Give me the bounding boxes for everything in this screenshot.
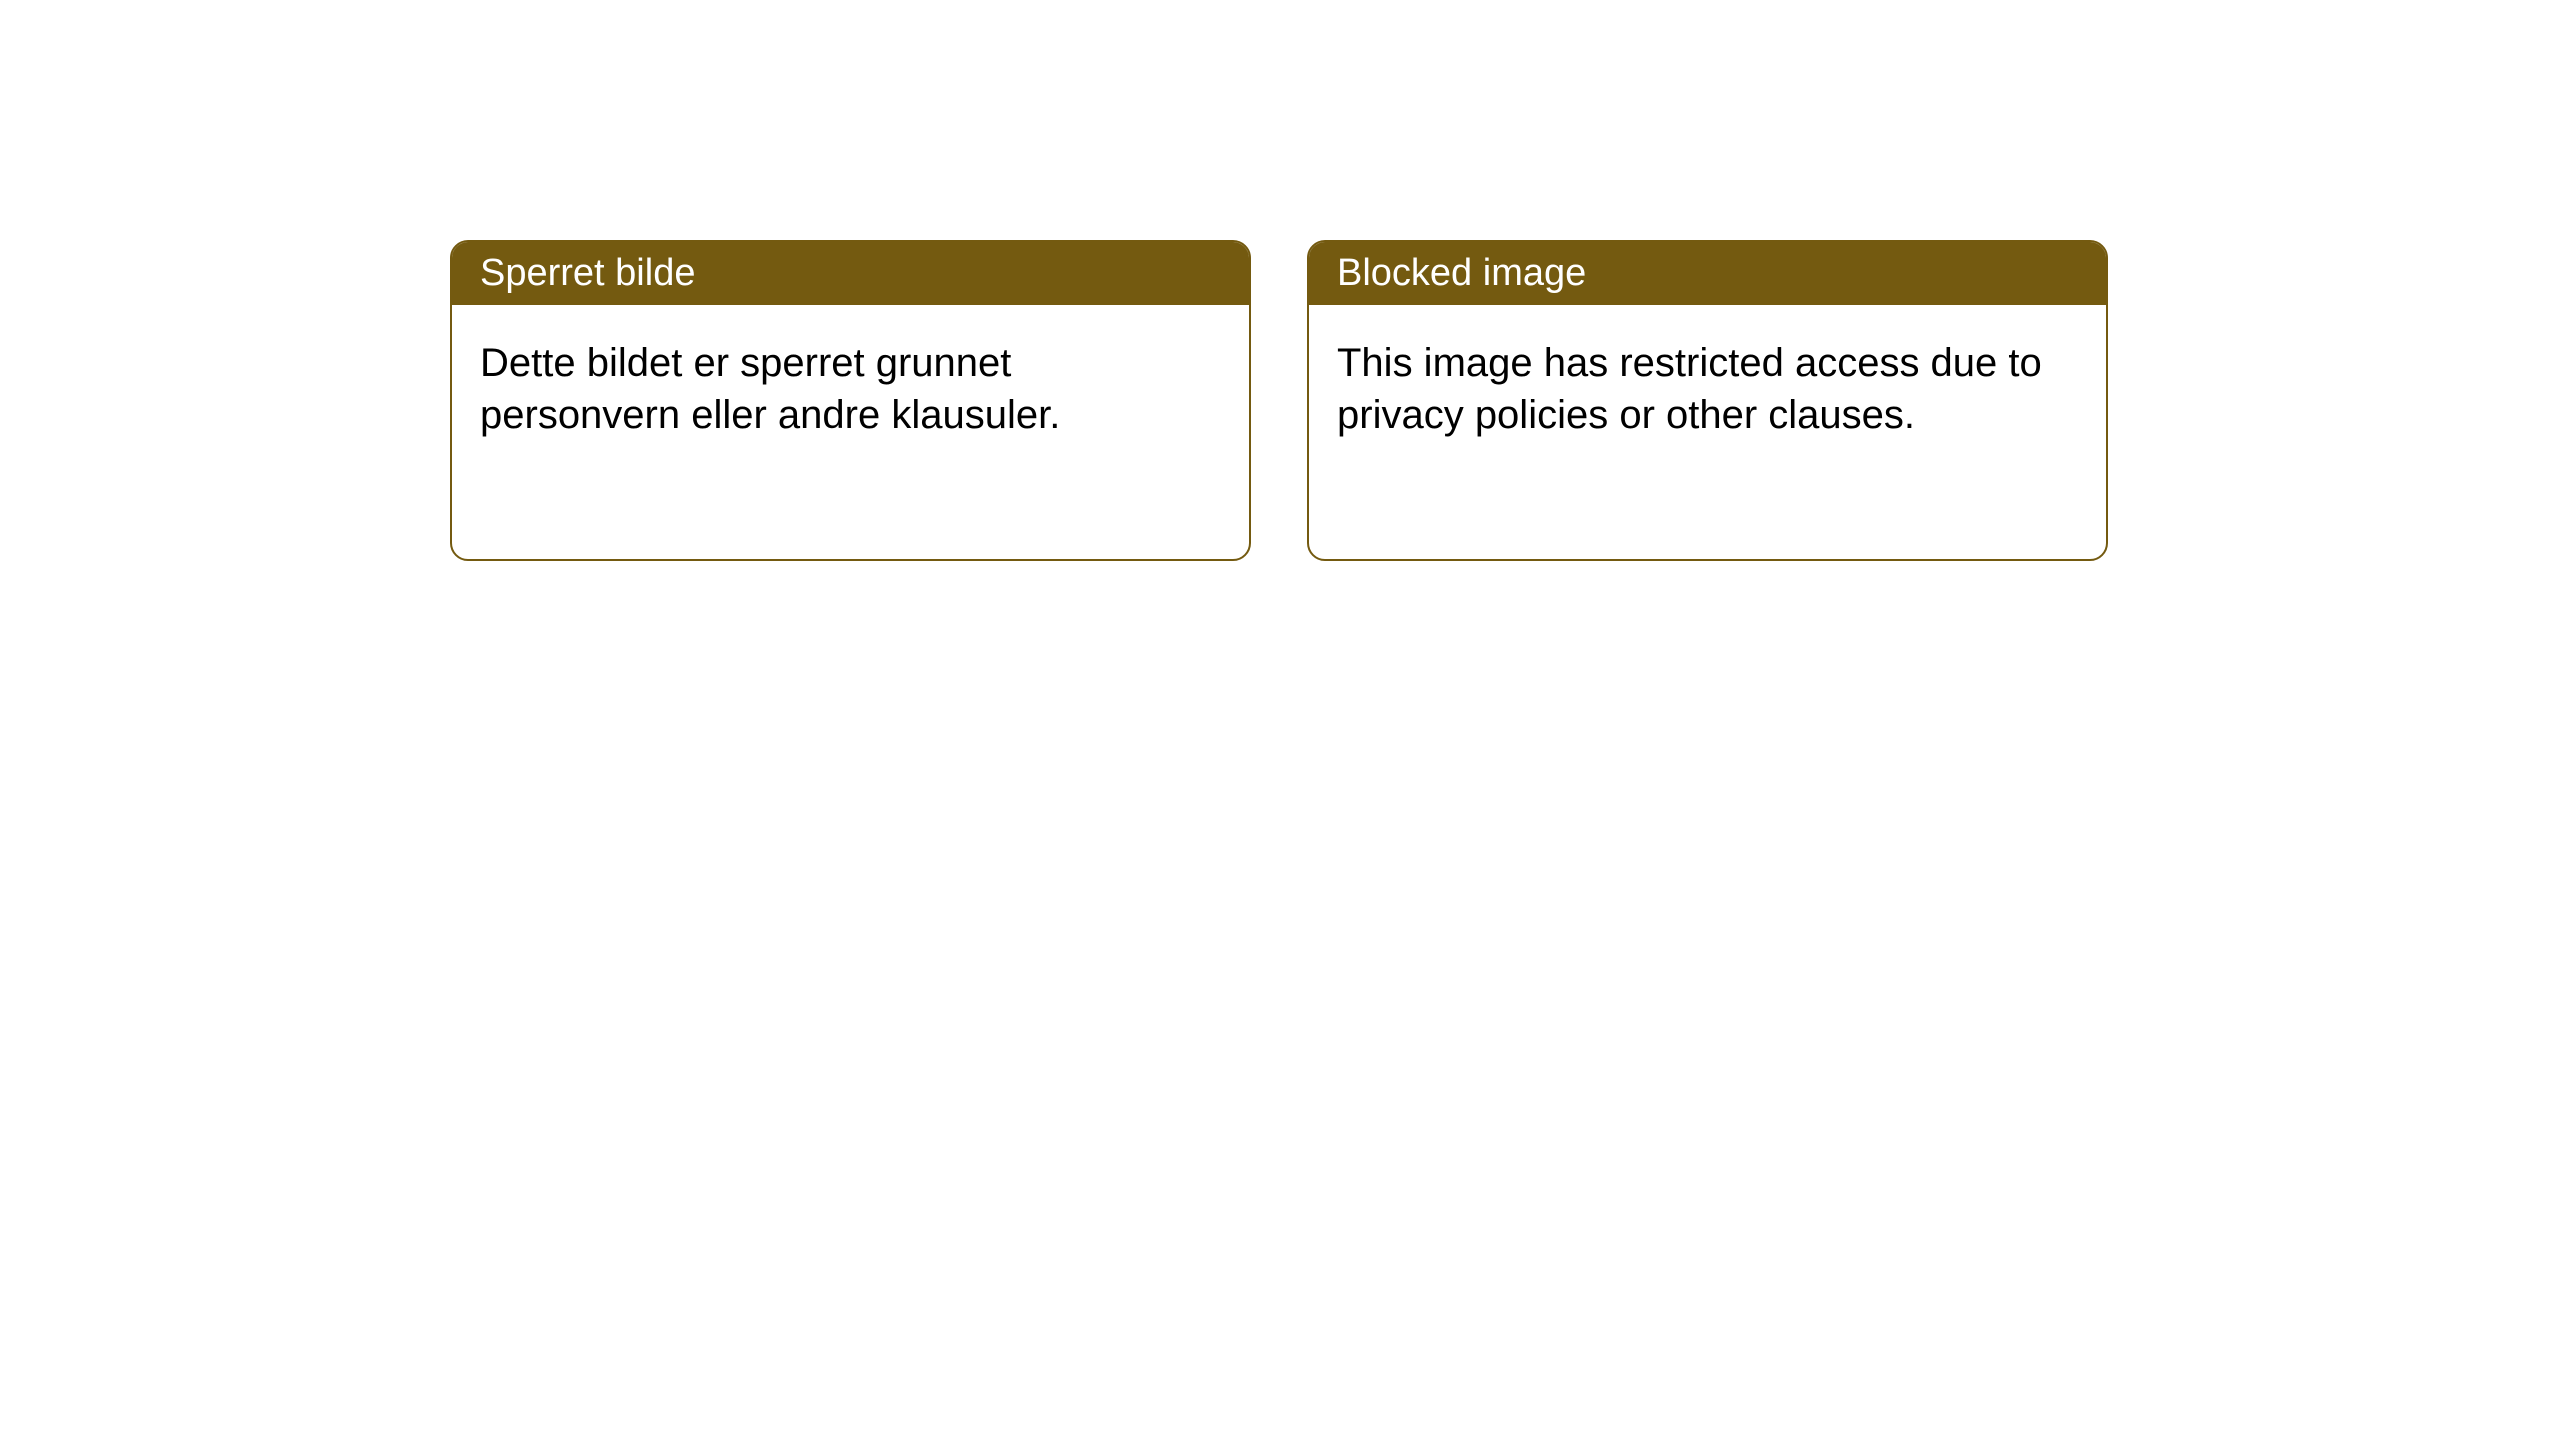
notice-card-english: Blocked image This image has restricted … — [1307, 240, 2108, 561]
notice-cards-container: Sperret bilde Dette bildet er sperret gr… — [450, 240, 2108, 561]
notice-header-english: Blocked image — [1309, 242, 2106, 305]
notice-body-english: This image has restricted access due to … — [1309, 305, 2106, 559]
notice-body-norwegian: Dette bildet er sperret grunnet personve… — [452, 305, 1249, 559]
notice-header-norwegian: Sperret bilde — [452, 242, 1249, 305]
notice-card-norwegian: Sperret bilde Dette bildet er sperret gr… — [450, 240, 1251, 561]
